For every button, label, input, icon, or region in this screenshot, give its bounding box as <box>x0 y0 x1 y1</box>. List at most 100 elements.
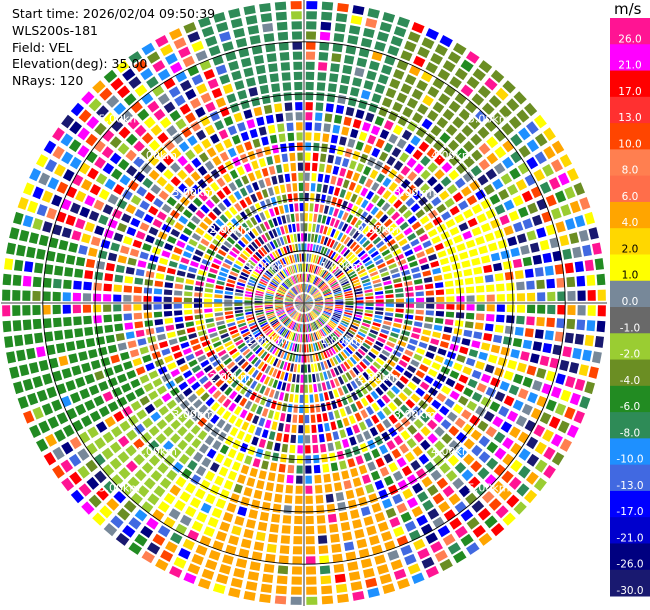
velocity-gate <box>446 296 455 302</box>
velocity-gate <box>557 172 570 186</box>
velocity-gate <box>312 373 316 383</box>
velocity-gate <box>286 294 294 299</box>
velocity-gate <box>107 377 118 388</box>
velocity-gate <box>209 243 218 252</box>
velocity-gate <box>317 318 324 326</box>
velocity-gate <box>288 266 293 275</box>
velocity-gate <box>427 344 438 353</box>
velocity-gate <box>245 77 256 87</box>
velocity-gate <box>499 380 510 392</box>
velocity-gate <box>62 304 71 314</box>
velocity-gate <box>327 83 337 93</box>
velocity-gate <box>211 374 221 383</box>
velocity-gate <box>542 164 554 177</box>
velocity-gate <box>423 276 433 283</box>
velocity-gate <box>271 421 278 431</box>
velocity-gate <box>257 521 268 532</box>
velocity-gate <box>206 248 216 256</box>
velocity-gate <box>301 294 304 302</box>
velocity-gate <box>545 194 557 207</box>
velocity-gate <box>361 322 371 328</box>
velocity-gate <box>320 21 332 31</box>
colorbar-swatch <box>610 490 650 518</box>
velocity-gate <box>264 327 272 334</box>
velocity-gate <box>163 440 174 452</box>
velocity-gate <box>488 95 502 108</box>
velocity-gate <box>376 564 389 575</box>
velocity-gate <box>36 248 46 260</box>
velocity-gate <box>510 442 523 456</box>
velocity-gate <box>564 332 574 344</box>
velocity-gate <box>365 306 374 310</box>
velocity-gate <box>279 314 287 320</box>
velocity-gate <box>28 362 39 374</box>
velocity-gate <box>273 276 281 284</box>
velocity-gate <box>296 297 304 303</box>
velocity-gate <box>447 51 461 64</box>
velocity-gate <box>300 303 304 312</box>
velocity-gate <box>361 278 371 284</box>
velocity-gate <box>222 512 234 523</box>
velocity-gate <box>299 313 302 322</box>
velocity-gate <box>211 223 221 232</box>
velocity-gate <box>354 377 363 387</box>
velocity-gate <box>228 275 237 281</box>
velocity-gate <box>401 243 411 252</box>
velocity-gate <box>263 376 271 385</box>
velocity-gate <box>300 364 304 373</box>
velocity-gate <box>309 312 314 320</box>
velocity-gate <box>313 332 318 341</box>
velocity-gate <box>289 342 293 351</box>
velocity-gate <box>155 433 167 444</box>
velocity-gate <box>304 223 308 232</box>
start-time-text: Start time: 2026/02/04 09:50:39 <box>12 6 216 21</box>
velocity-gate <box>272 217 279 227</box>
velocity-gate <box>453 550 467 564</box>
velocity-gate <box>277 337 283 346</box>
velocity-gate <box>304 294 308 303</box>
velocity-gate <box>596 320 606 333</box>
velocity-gate <box>200 204 210 214</box>
velocity-gate <box>58 355 69 367</box>
velocity-gate <box>315 303 324 305</box>
velocity-gate <box>150 124 163 136</box>
velocity-gate <box>305 162 311 171</box>
velocity-gate <box>297 284 301 293</box>
velocity-gate <box>290 332 295 341</box>
velocity-gate <box>166 267 176 275</box>
velocity-gate <box>93 315 102 324</box>
velocity-gate <box>532 341 543 352</box>
velocity-gate <box>304 303 312 308</box>
velocity-gate <box>223 240 233 249</box>
velocity-gate <box>388 133 399 144</box>
velocity-gate <box>184 291 193 297</box>
velocity-gate <box>246 119 256 129</box>
velocity-gate <box>275 324 282 331</box>
velocity-gate <box>503 199 515 211</box>
range-ring <box>199 198 409 408</box>
velocity-gate <box>285 298 294 301</box>
velocity-gate <box>296 465 303 474</box>
velocity-gate <box>85 258 96 268</box>
velocity-gate <box>244 233 252 242</box>
velocity-gate <box>351 205 359 215</box>
velocity-gate <box>148 154 160 166</box>
velocity-gate <box>117 342 127 351</box>
velocity-gate <box>343 361 351 370</box>
velocity-gate <box>216 573 229 585</box>
velocity-gate <box>187 135 198 146</box>
velocity-gate <box>175 476 187 488</box>
velocity-gate <box>299 303 304 311</box>
velocity-gate <box>88 247 98 257</box>
velocity-gate <box>335 492 345 502</box>
velocity-gate <box>233 483 243 494</box>
velocity-gate <box>269 317 277 323</box>
velocity-gate <box>301 304 304 312</box>
velocity-gate <box>168 86 181 98</box>
velocity-gate <box>597 289 606 301</box>
velocity-gate <box>180 79 192 92</box>
velocity-gate <box>431 196 442 207</box>
velocity-gate <box>476 295 485 302</box>
velocity-gate <box>263 104 273 114</box>
velocity-gate <box>26 347 36 360</box>
